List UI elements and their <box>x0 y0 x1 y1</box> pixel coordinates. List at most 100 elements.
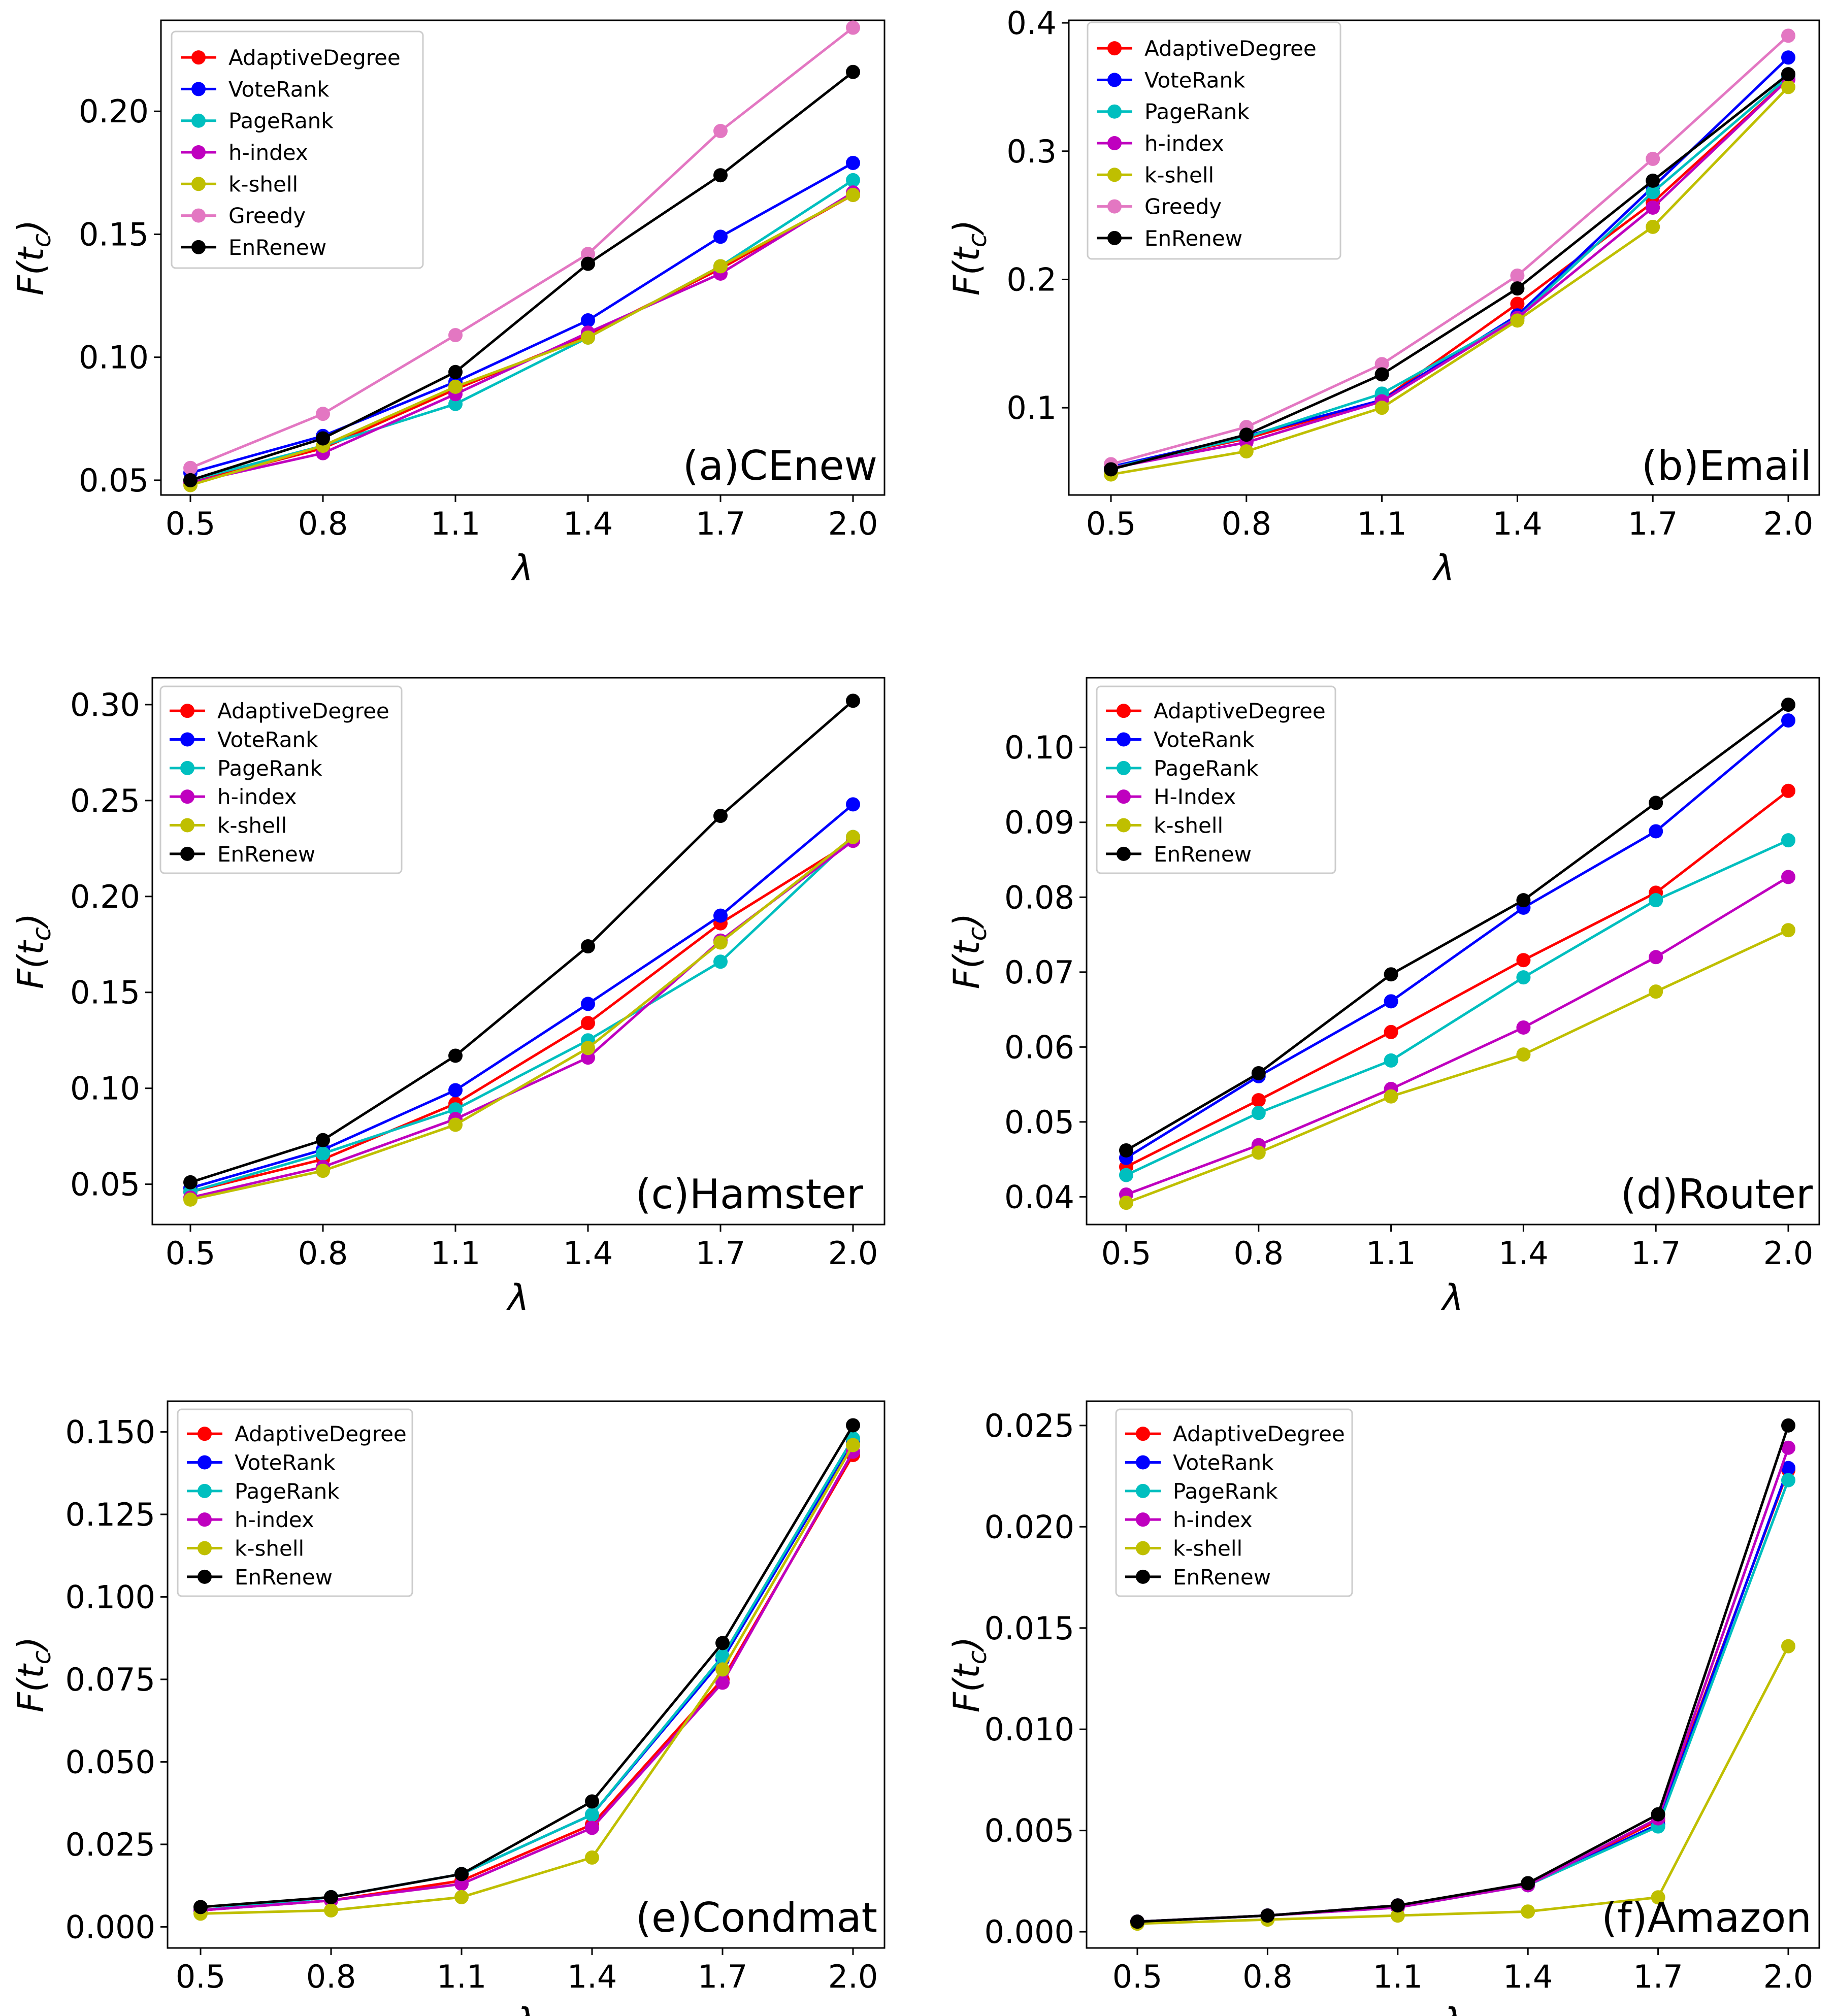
data-point-k-shell <box>1781 923 1795 938</box>
data-point-adaptivedegree <box>1510 296 1525 311</box>
x-tick-label: 1.1 <box>431 505 481 542</box>
data-point-enrenew <box>1510 281 1525 296</box>
x-tick-label: 0.8 <box>298 1235 348 1272</box>
series-line-pagerank <box>1110 76 1789 470</box>
x-tick-label: 0.8 <box>1221 505 1271 542</box>
data-point-voterank <box>713 229 728 244</box>
data-point-adaptivedegree <box>1781 783 1795 798</box>
data-point-h-index <box>1646 200 1660 215</box>
data-point-enrenew <box>1119 1143 1133 1158</box>
series-line-enrenew <box>1137 1425 1790 1923</box>
x-axis-label: λ <box>1440 1277 1463 1318</box>
panel-tag: (d)Router <box>1621 1171 1813 1218</box>
legend-label: PageRank <box>228 109 334 134</box>
data-point-greedy <box>1374 357 1389 372</box>
x-tick-label: 1.4 <box>563 1235 613 1272</box>
data-point-pagerank <box>1781 1473 1795 1488</box>
data-point-k-shell <box>1374 401 1389 415</box>
data-point-enrenew <box>713 809 728 823</box>
data-point-voterank <box>1649 824 1663 839</box>
data-point-k-shell <box>846 830 860 844</box>
legend-label: VoteRank <box>1154 728 1255 752</box>
legend-label: EnRenew <box>228 235 326 260</box>
legend-marker <box>1136 1427 1150 1441</box>
data-point-adaptivedegree <box>1251 1093 1266 1108</box>
legend-marker <box>1107 104 1122 119</box>
y-tick-label: 0.2 <box>1006 261 1057 298</box>
data-point-k-shell <box>448 379 463 394</box>
series-line-h-index <box>200 1451 855 1912</box>
legend-marker <box>180 761 194 775</box>
data-point-h-index <box>1649 950 1663 965</box>
y-tick-label: 0.3 <box>1006 133 1057 170</box>
data-point-enrenew <box>193 1900 208 1914</box>
data-point-voterank <box>581 997 595 1011</box>
legend-label: k-shell <box>1144 162 1214 187</box>
x-tick-label: 0.5 <box>166 505 216 542</box>
x-tick-label: 1.4 <box>563 505 613 542</box>
data-point-k-shell <box>316 1164 330 1178</box>
data-point-enrenew <box>1781 1418 1795 1433</box>
x-tick-label: 0.5 <box>176 1958 226 1995</box>
data-point-greedy <box>316 407 330 421</box>
legend-marker <box>198 1455 212 1470</box>
data-point-pagerank <box>1251 1106 1266 1120</box>
legend-label: h-index <box>1144 131 1224 156</box>
legend-label: AdaptiveDegree <box>1173 1422 1345 1446</box>
y-tick-label: 0.025 <box>65 1826 156 1863</box>
legend-marker <box>1107 73 1122 87</box>
data-point-enrenew <box>316 1133 330 1147</box>
panel-f: 0.5 0.8 1.1 1.4 1.7 2.0 0.000 0.005 0.010 0.015 0.… <box>946 1400 1820 2016</box>
series-line-k-shell <box>1110 86 1789 476</box>
legend-label: VoteRank <box>228 77 330 102</box>
legend-label: h-index <box>235 1507 314 1532</box>
y-tick-label: 0.015 <box>985 1610 1075 1647</box>
legend-marker <box>1136 1483 1150 1498</box>
data-point-enrenew <box>448 1048 463 1063</box>
data-point-enrenew <box>454 1867 469 1881</box>
legend-label: PageRank <box>1154 756 1259 781</box>
data-point-k-shell <box>846 1438 860 1452</box>
data-point-enrenew <box>1516 893 1531 908</box>
x-tick-label: 1.1 <box>1372 1958 1423 1995</box>
x-tick-label: 0.5 <box>166 1235 216 1272</box>
y-tick-label: 0.125 <box>65 1496 156 1533</box>
data-point-greedy <box>713 124 728 139</box>
data-point-enrenew <box>324 1890 338 1904</box>
data-point-enrenew <box>1521 1876 1535 1891</box>
panel-b: 0.5 0.8 1.1 1.4 1.7 2.0 0.1 0.2 0.3 0.4 λ F(tc) Adap… <box>946 5 1820 589</box>
x-tick-label: 1.1 <box>431 1235 481 1272</box>
legend-marker <box>191 50 206 65</box>
legend-marker <box>191 177 206 191</box>
data-point-enrenew <box>581 256 595 271</box>
data-point-k-shell <box>1521 1904 1535 1919</box>
legend-marker <box>1117 761 1131 775</box>
data-point-h-index <box>1781 1440 1795 1455</box>
data-point-enrenew <box>1649 796 1663 810</box>
legend-marker <box>1117 732 1131 747</box>
data-point-enrenew <box>846 64 860 79</box>
y-tick-label: 0.010 <box>985 1711 1075 1748</box>
legend-marker <box>191 240 206 254</box>
data-point-enrenew <box>713 168 728 183</box>
data-point-voterank <box>846 155 860 170</box>
series-line-h-index <box>190 840 854 1199</box>
legend: AdaptiveDegree VoteRank PageRank H-Index k-s… <box>1096 685 1336 874</box>
x-tick-label: 2.0 <box>828 1235 878 1272</box>
legend-marker <box>198 1483 212 1498</box>
legend-label: AdaptiveDegree <box>228 45 401 70</box>
x-tick-label: 0.8 <box>298 505 348 542</box>
legend-label: AdaptiveDegree <box>217 699 389 723</box>
data-point-voterank <box>448 1083 463 1098</box>
y-tick-label: 0.09 <box>1004 804 1074 841</box>
legend-label: k-shell <box>235 1536 304 1561</box>
x-tick-label: 1.7 <box>698 1958 748 1995</box>
data-point-greedy <box>1781 28 1795 43</box>
y-tick-label: 0.05 <box>1004 1104 1074 1141</box>
x-tick-label: 1.4 <box>1492 505 1543 542</box>
data-point-k-shell <box>581 330 595 345</box>
legend-label: EnRenew <box>1144 226 1242 251</box>
legend-marker <box>1107 41 1122 56</box>
y-axis-label: F(tc) <box>10 913 56 989</box>
